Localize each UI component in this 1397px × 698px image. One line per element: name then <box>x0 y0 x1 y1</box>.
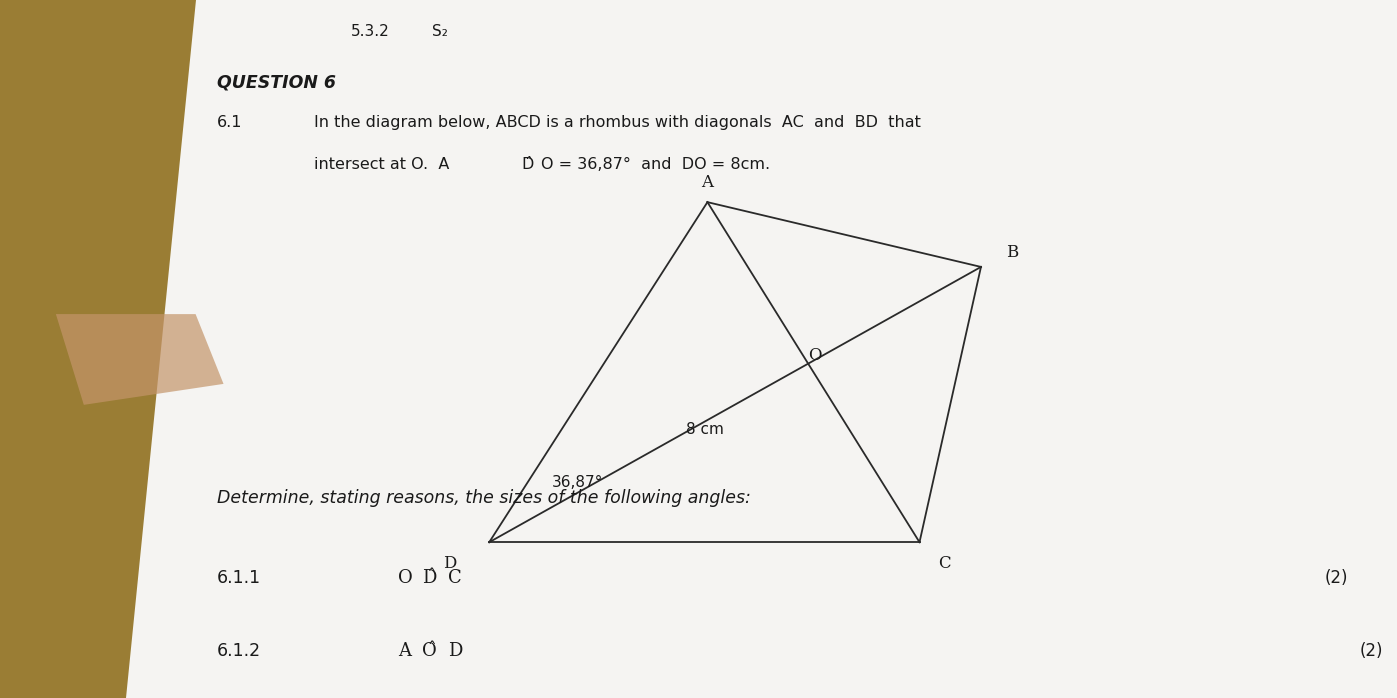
Text: A: A <box>398 642 411 660</box>
Text: Ô: Ô <box>422 642 437 660</box>
Text: O: O <box>398 569 414 587</box>
Text: S₂: S₂ <box>432 24 448 39</box>
Text: In the diagram below, ABCD is a rhombus with diagonals  AC  and  BD  that: In the diagram below, ABCD is a rhombus … <box>314 115 921 130</box>
Text: D: D <box>448 642 462 660</box>
Text: O = 36,87°  and  DO = 8cm.: O = 36,87° and DO = 8cm. <box>541 157 770 172</box>
Text: 6.1: 6.1 <box>217 115 242 130</box>
Text: 6.1.2: 6.1.2 <box>217 642 261 660</box>
Text: A: A <box>701 174 714 191</box>
Text: 8 cm: 8 cm <box>686 422 724 437</box>
Text: Determine, stating reasons, the sizes of the following angles:: Determine, stating reasons, the sizes of… <box>217 489 750 507</box>
Text: 5.3.2: 5.3.2 <box>351 24 390 39</box>
Polygon shape <box>0 0 237 698</box>
Text: O: O <box>809 348 821 364</box>
Text: D̂: D̂ <box>521 157 534 172</box>
Text: D: D <box>443 555 457 572</box>
Text: (2): (2) <box>1324 569 1348 587</box>
Text: 36,87°: 36,87° <box>552 475 604 490</box>
Text: D̂: D̂ <box>422 569 436 587</box>
Polygon shape <box>126 0 1397 698</box>
Text: B: B <box>1006 244 1018 262</box>
Text: QUESTION 6: QUESTION 6 <box>217 73 335 91</box>
Text: intersect at O.  A: intersect at O. A <box>314 157 450 172</box>
Polygon shape <box>56 314 224 405</box>
Text: 6.1.1: 6.1.1 <box>217 569 261 587</box>
Text: (2): (2) <box>1359 642 1383 660</box>
Text: C: C <box>448 569 462 587</box>
Text: C: C <box>939 555 951 572</box>
